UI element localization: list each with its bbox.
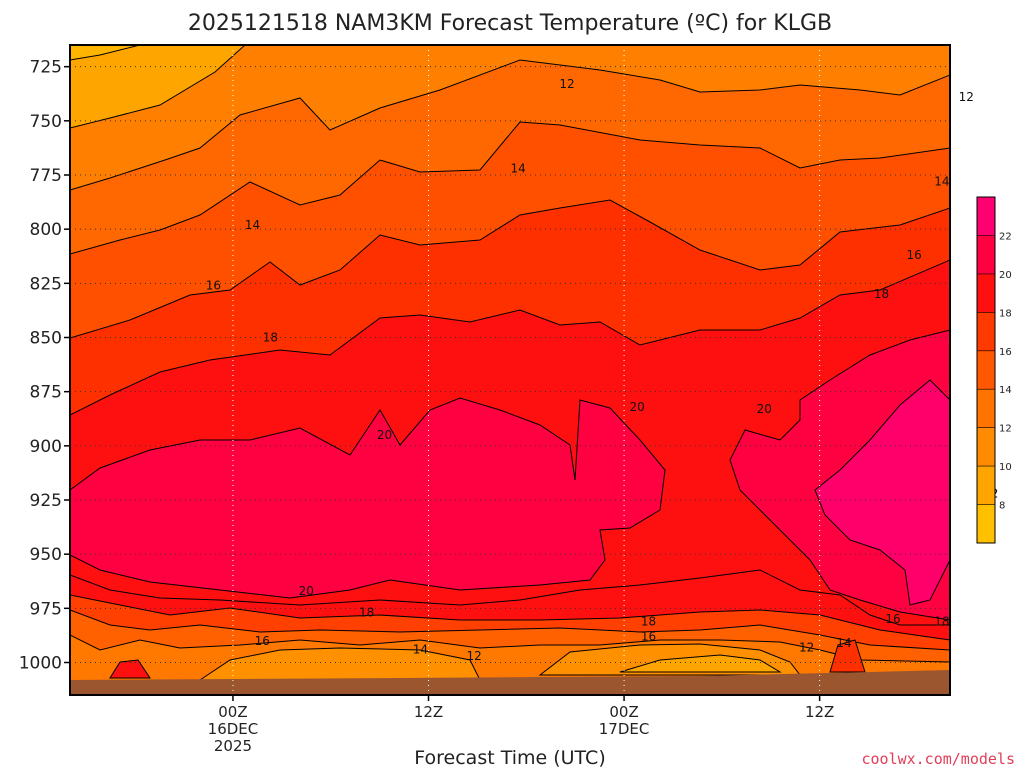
band-lower-warm-left (109, 659, 151, 679)
x-tick-label: 17DEC (599, 720, 650, 738)
x-tick-label: 00Z (609, 703, 638, 721)
x-tick-label: 00Z (218, 703, 247, 721)
y-tick-label: 950 (30, 545, 62, 565)
band-lower-12 (198, 647, 481, 681)
y-tick-label: 800 (30, 220, 62, 240)
colorbar-swatch (977, 273, 995, 313)
contour-label: 12 (799, 640, 814, 654)
contour-label: 14 (511, 162, 526, 176)
x-tick-label: 12Z (414, 703, 443, 721)
contour-label: 14 (413, 643, 428, 657)
x-axis-label: Forecast Time (UTC) (414, 747, 605, 768)
colorbar-tick-label: 20 (999, 270, 1012, 281)
colorbar-tick-label: 14 (999, 385, 1012, 396)
colorbar-swatch (977, 235, 995, 274)
colorbar-tick-label: 22 (999, 231, 1012, 242)
band-22-plus-main (70, 397, 666, 599)
colorbar-swatch (977, 427, 995, 467)
colorbar-swatch (977, 350, 995, 390)
band-24-plus-core (814, 379, 950, 606)
contour-label: 20 (629, 400, 644, 414)
contour-label: 18 (641, 614, 656, 628)
contour-label: 16 (885, 612, 900, 626)
chart-title: 2025121518 NAM3KM Forecast Temperature (… (188, 11, 832, 36)
contour-label: 20 (377, 428, 392, 442)
contour-label: 12 (559, 77, 574, 91)
credit-text[interactable]: coolwx.com/models (861, 750, 1015, 768)
contour-label: 18 (359, 606, 374, 620)
gridlines (70, 45, 950, 695)
colorbar-tick-label: 18 (999, 308, 1012, 319)
colorbar-swatch (977, 312, 995, 351)
y-tick-label: 925 (30, 491, 62, 511)
y-tick-label: 750 (30, 112, 62, 132)
y-tick-label: 850 (30, 329, 62, 349)
y-tick-label: 1000 (19, 654, 62, 674)
y-axis: 725 750 775 800 825 850 875 900 925 950 975 1000 (19, 58, 70, 674)
band-lower-warm-right (829, 639, 866, 673)
contour-label: 18 (874, 287, 889, 301)
contour-label: 20 (757, 402, 772, 416)
colorbar-swatch (977, 504, 995, 543)
temperature-field (70, 45, 950, 695)
colorbar-swatch (977, 197, 995, 236)
band-10-12 (70, 45, 246, 129)
x-tick-label: 16DEC (208, 720, 259, 738)
contour-label: 18 (263, 331, 278, 345)
contour-label: 18 (934, 614, 949, 628)
contour-label: 16 (255, 634, 270, 648)
x-tick-label: 12Z (805, 703, 834, 721)
colorbar-tick-label: 10 (999, 462, 1012, 473)
plot-frame (69, 44, 951, 696)
x-tick-label: 2025 (214, 737, 252, 755)
band-8-10 (70, 45, 141, 61)
contour-label: 14 (934, 175, 949, 189)
y-tick-label: 875 (30, 383, 62, 403)
y-tick-label: 825 (30, 274, 62, 294)
contour-label: 16 (641, 630, 656, 644)
terrain (70, 670, 950, 695)
colorbar-swatch (977, 389, 995, 428)
contour-label: 12 (959, 90, 974, 104)
colorbar-frame (976, 196, 996, 544)
contour-label: 12 (467, 649, 482, 663)
y-tick-label: 975 (30, 599, 62, 619)
colorbar-swatch (977, 466, 995, 505)
contour-label: 16 (907, 248, 922, 262)
colorbar-tick-label: 16 (999, 347, 1012, 358)
contour-label: 14 (836, 636, 851, 650)
colorbar-tick-label: 12 (999, 424, 1012, 435)
contour-label: 16 (206, 279, 221, 293)
y-tick-label: 900 (30, 437, 62, 457)
contour-label: 20 (299, 584, 314, 598)
y-tick-label: 775 (30, 166, 62, 186)
colorbar-tick-label: 8 (999, 501, 1005, 512)
contour-label: 14 (245, 218, 260, 232)
colorbar: 8 10 12 14 16 18 20 22 (976, 196, 1012, 544)
y-tick-label: 725 (30, 58, 62, 78)
band-lower-10-right (619, 654, 782, 673)
